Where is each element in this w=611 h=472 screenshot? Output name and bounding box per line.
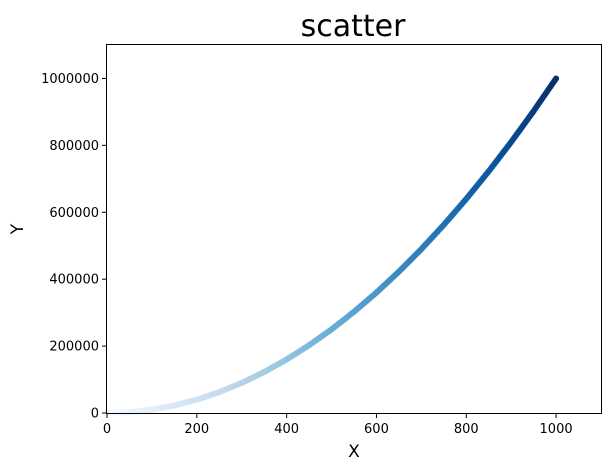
y-axis-label: Y	[8, 223, 28, 235]
x-axis-label: X	[348, 442, 360, 462]
plot-frame	[106, 44, 602, 414]
x-tick-label: 600	[364, 422, 389, 437]
x-axis-ticks: 0 200 400 600 800 1000	[103, 413, 573, 437]
x-tick-label: 1000	[540, 422, 573, 437]
data-points	[104, 75, 560, 416]
y-tick-label: 800000	[49, 139, 99, 154]
y-tick-label: 600000	[49, 206, 99, 221]
y-tick-label: 400000	[49, 273, 99, 288]
y-tick-label: 1000000	[41, 72, 99, 87]
x-tick-label: 0	[103, 422, 111, 437]
x-tick-label: 200	[184, 422, 209, 437]
chart-title: scatter	[301, 9, 406, 44]
x-tick-label: 800	[454, 422, 479, 437]
x-tick-label: 400	[274, 422, 299, 437]
y-axis-ticks: 0 200000 400000 600000 800000 1000000	[41, 72, 107, 422]
data-point	[553, 75, 560, 82]
y-tick-label: 200000	[49, 340, 99, 355]
y-tick-label: 0	[91, 407, 99, 422]
